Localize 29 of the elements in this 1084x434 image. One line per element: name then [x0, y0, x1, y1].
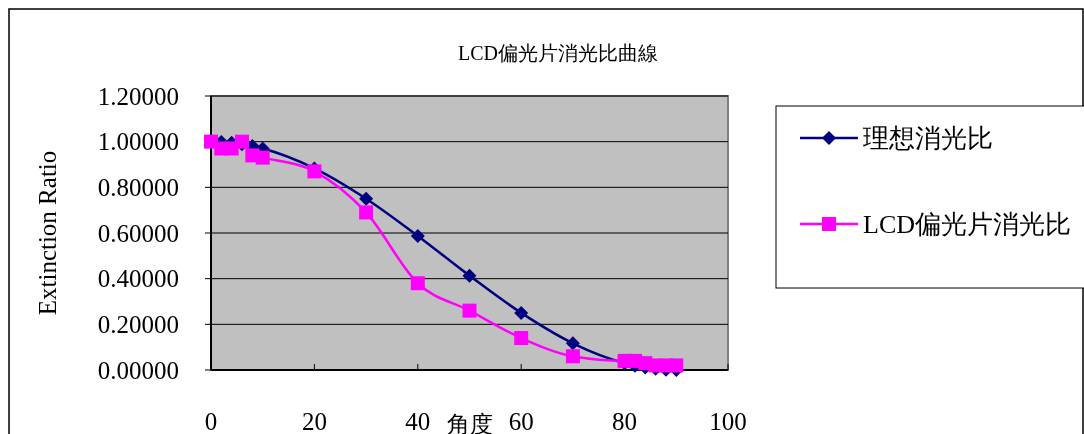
y-tick-label: 1.20000	[97, 82, 179, 110]
y-tick-label: 0.20000	[97, 311, 179, 339]
point	[565, 349, 580, 364]
x-tick-label: 80	[612, 408, 638, 434]
legend-label: 理想消光比	[863, 124, 993, 154]
y-axis-title: Extinction Ratio	[34, 150, 61, 316]
point	[359, 205, 374, 220]
point	[410, 276, 425, 291]
point	[514, 331, 529, 346]
y-tick-label: 0.80000	[97, 174, 179, 202]
y-tick-label: 1.00000	[97, 128, 179, 156]
x-tick-label: 0	[204, 408, 218, 434]
point	[514, 305, 529, 320]
point	[565, 336, 580, 351]
x-tick-label: 100	[709, 408, 747, 434]
x-tick-label: 40	[405, 408, 431, 434]
point	[669, 358, 684, 373]
y-tick-label: 0.00000	[97, 356, 179, 384]
y-tick-label: 0.60000	[97, 219, 179, 247]
y-tick-label: 0.40000	[97, 265, 179, 293]
legend-label: LCD偏光片消光比	[863, 210, 1071, 240]
point	[410, 228, 425, 243]
point	[255, 150, 270, 165]
x-tick-label: 20	[301, 408, 327, 434]
point	[462, 303, 477, 318]
x-tick-label: 60	[508, 408, 534, 434]
chart-title: LCD偏光片消光比曲線	[458, 42, 658, 64]
point	[462, 268, 477, 283]
point	[359, 191, 374, 206]
